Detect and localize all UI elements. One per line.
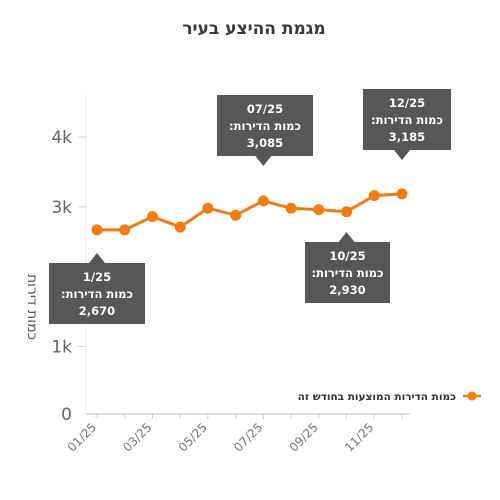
data-point	[230, 209, 242, 221]
callout-box	[305, 242, 390, 303]
y-tick-label: 4k	[51, 128, 72, 148]
x-tick-label: 11/25	[342, 420, 376, 454]
data-point	[174, 221, 186, 233]
callout-pointer	[255, 156, 272, 166]
callout: 1/25 כמות הדירות: 2,670	[49, 253, 145, 324]
callout-value: 3,085	[247, 136, 283, 150]
callout-pointer	[394, 150, 410, 160]
callout-box	[217, 95, 313, 156]
y-axis-label: כמות דירות	[24, 274, 40, 340]
callout: 10/25 כמות הדירות: 2,930	[305, 232, 390, 303]
callout-value: 3,185	[389, 130, 425, 144]
y-axis-title: כמות דירות	[24, 274, 40, 340]
x-tick-label: 03/25	[120, 420, 154, 454]
legend-item: כמות הדירות המוצעות בחודש זה	[298, 391, 481, 403]
callout-box	[363, 89, 451, 150]
callout-pointer	[89, 253, 105, 263]
data-point	[396, 188, 408, 200]
data-point	[202, 202, 214, 214]
legend: כמות הדירות המוצעות בחודש זה	[298, 391, 481, 403]
callout: 12/25 כמות הדירות: 3,185	[363, 89, 451, 160]
callout-date: 1/25	[83, 270, 111, 284]
series-layer	[91, 188, 408, 236]
x-tick-label: 01/25	[65, 420, 99, 454]
callout-label: כמות הדירות:	[61, 287, 133, 301]
chart-title: מגמת ההיצע בעיר	[182, 19, 325, 39]
callout-date: 10/25	[329, 249, 365, 263]
y-tick-label: 1k	[51, 338, 72, 358]
data-point	[257, 195, 269, 207]
data-point	[313, 204, 325, 216]
legend-marker	[467, 391, 477, 401]
x-tick-label: 05/25	[176, 420, 210, 454]
chart-title-text: מגמת ההיצע בעיר	[182, 19, 325, 39]
callout-value: 2,670	[79, 304, 115, 318]
data-point	[119, 224, 131, 236]
callout-value: 2,930	[329, 283, 365, 297]
callout-box	[49, 263, 145, 324]
data-point	[146, 211, 158, 223]
callout: 07/25 כמות הדירות: 3,085	[217, 95, 313, 166]
callout-pointer	[338, 232, 355, 242]
y-tick-label: 3k	[51, 198, 72, 218]
callouts: 1/25 כמות הדירות: 2,670 07/25 כמות הדירות: 3,…	[49, 89, 451, 324]
x-tick-label: 09/25	[287, 420, 321, 454]
callout-date: 07/25	[247, 102, 283, 116]
y-tick-label: 0	[61, 405, 72, 425]
callout-label: כמות הדירות:	[229, 119, 301, 133]
data-point	[368, 190, 380, 202]
data-point	[91, 224, 103, 236]
data-point	[285, 202, 297, 214]
x-tick-label: 07/25	[231, 420, 265, 454]
legend-label: כמות הדירות המוצעות בחודש זה	[298, 391, 456, 403]
data-point	[341, 206, 353, 218]
callout-label: כמות הדירות:	[311, 266, 383, 280]
callout-label: כמות הדירות:	[371, 113, 443, 127]
series-line	[97, 192, 403, 232]
callout-date: 12/25	[389, 96, 425, 110]
